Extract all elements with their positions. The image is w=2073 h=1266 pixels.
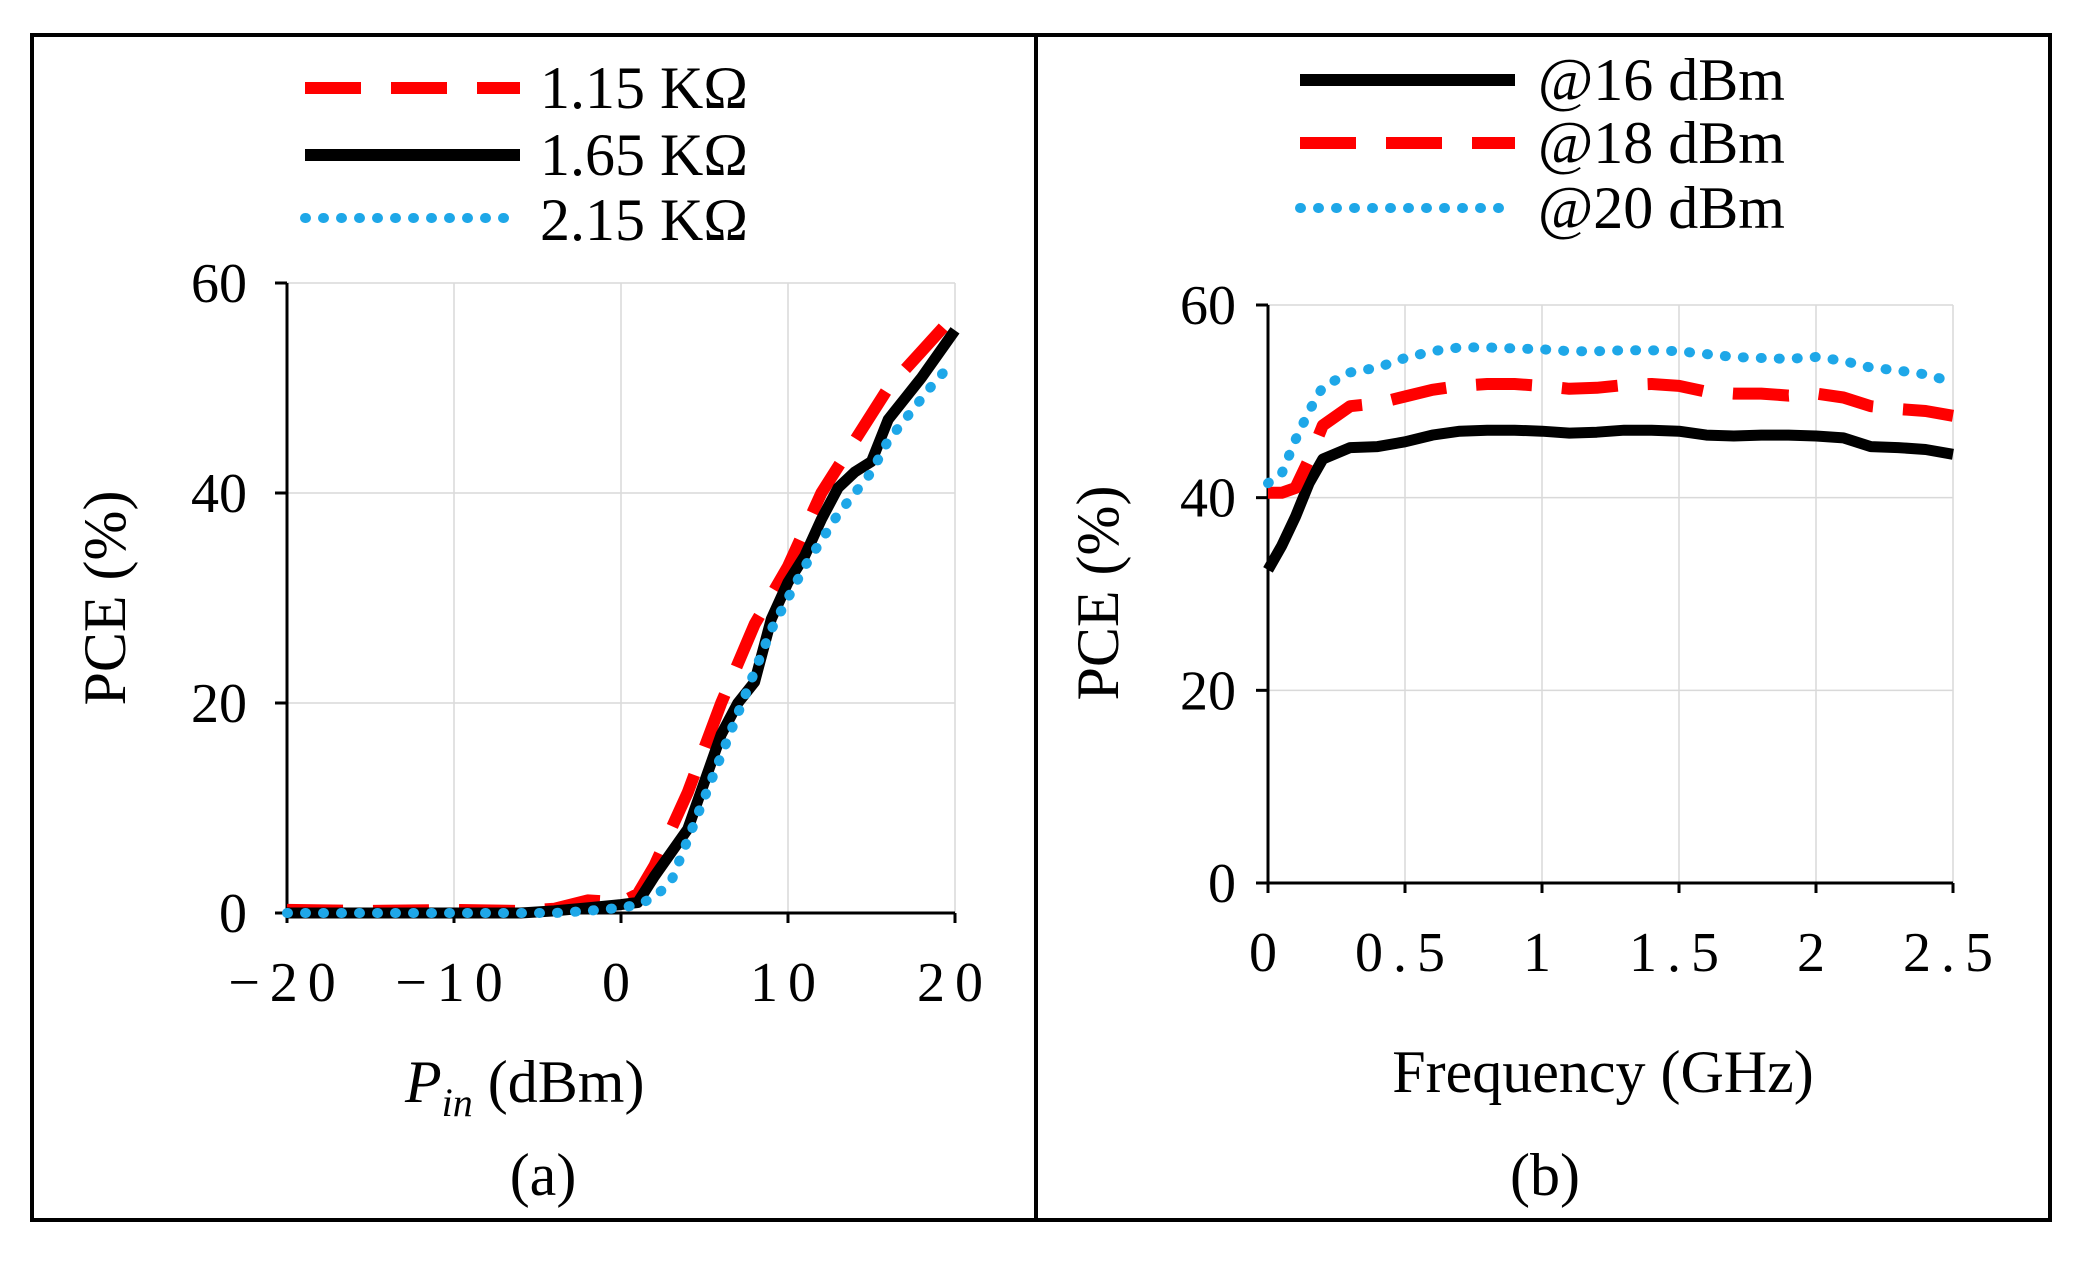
- legend-a: 1.15 KΩ 1.65 KΩ 2.15 KΩ: [300, 55, 748, 253]
- legend-b-label-2: @20 dBm: [1538, 175, 1785, 241]
- x-axis-label-b: Frequency (GHz): [1392, 1039, 1814, 1105]
- a-xtick-label-2: 0: [602, 952, 640, 1014]
- b-xtick-label-1: 0.5: [1355, 922, 1455, 984]
- b-xtick-label-5: 2.5: [1903, 922, 2003, 984]
- caption-a: (a): [510, 1142, 577, 1208]
- b-ytick-label-2: 40: [1180, 468, 1236, 530]
- a-ytick-label-1: 20: [191, 673, 247, 735]
- a-xtick-label-1: −10: [395, 952, 513, 1014]
- legend-a-label-2: 2.15 KΩ: [540, 187, 748, 253]
- panel-a: 1.15 KΩ 1.65 KΩ 2.15 KΩ −20 −10 0 10 20 0 20 40…: [72, 55, 993, 1208]
- b-xtick-label-4: 2: [1797, 922, 1835, 984]
- series-a-2.15k: [282, 356, 960, 918]
- grid-a: [286, 282, 956, 914]
- series-b-16dbm: [1263, 424, 1954, 573]
- x-axis-label-a-rest: (dBm): [473, 1049, 645, 1115]
- legend-b-label-0: @16 dBm: [1538, 47, 1785, 113]
- x-axis-label-a-main: P: [404, 1049, 442, 1115]
- a-ytick-label-0: 0: [219, 883, 247, 945]
- x-axis-label-a: Pin (dBm): [404, 1049, 644, 1125]
- legend-a-label-1: 1.65 KΩ: [540, 122, 748, 188]
- a-xtick-label-3: 10: [750, 952, 826, 1014]
- panel-b: @16 dBm @18 dBm @20 dBm 0 0.5 1 1.5 2 2.5 0 20 4…: [1065, 47, 2003, 1208]
- a-xtick-label-0: −20: [228, 952, 346, 1014]
- axis-ticks-a: −20 −10 0 10 20 0 20 40 60: [191, 253, 993, 1014]
- legend-b-label-1: @18 dBm: [1538, 110, 1785, 176]
- axis-ticks-b: 0 0.5 1 1.5 2 2.5 0 20 40 60: [1180, 275, 2003, 984]
- a-xtick-label-4: 20: [917, 952, 993, 1014]
- b-ytick-label-1: 20: [1180, 660, 1236, 722]
- y-axis-label-b: PCE (%): [1065, 486, 1131, 701]
- legend-b: @16 dBm @18 dBm @20 dBm: [1295, 47, 1785, 241]
- b-ytick-label-0: 0: [1208, 853, 1236, 915]
- a-ytick-label-2: 40: [191, 463, 247, 525]
- series-b-20dbm: [1263, 342, 1958, 489]
- caption-b: (b): [1510, 1142, 1580, 1208]
- x-axis-label-a-sub: in: [442, 1080, 473, 1125]
- b-ytick-label-3: 60: [1180, 275, 1236, 337]
- a-ytick-label-3: 60: [191, 253, 247, 315]
- b-xtick-label-2: 1: [1523, 922, 1561, 984]
- b-xtick-label-0: 0: [1249, 922, 1287, 984]
- b-xtick-label-3: 1.5: [1629, 922, 1729, 984]
- legend-a-label-0: 1.15 KΩ: [540, 55, 748, 121]
- series-a: [282, 310, 960, 919]
- series-b-18dbm: [1268, 378, 1955, 499]
- series-b: [1263, 342, 1958, 573]
- y-axis-label-a: PCE (%): [72, 491, 138, 706]
- figure-frame: [30, 33, 2052, 1222]
